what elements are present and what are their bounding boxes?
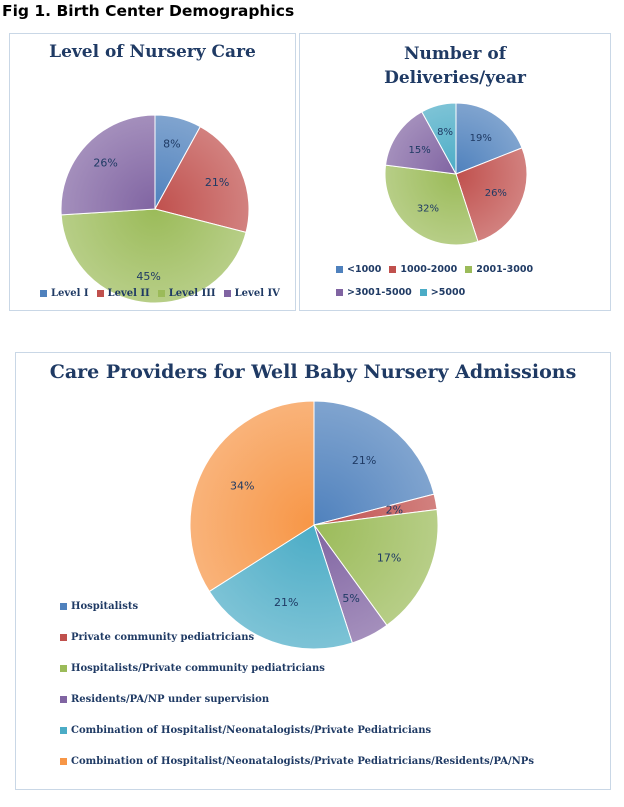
legend-label: Private community pediatricians bbox=[71, 632, 255, 643]
nursery-care-legend: Level I Level II Level III Level IV bbox=[40, 288, 288, 299]
pie-slice bbox=[384, 164, 479, 246]
legend-swatch bbox=[465, 266, 473, 273]
legend-item: Level I bbox=[40, 288, 89, 299]
legend-swatch bbox=[157, 290, 165, 297]
legend-swatch bbox=[60, 696, 67, 703]
data-label: 17% bbox=[377, 551, 401, 564]
legend-item: Level II bbox=[96, 288, 150, 299]
legend-item: Combination of Hospitalist/Neonatalogist… bbox=[60, 725, 431, 736]
legend-item: Combination of Hospitalist/Neonatalogist… bbox=[60, 756, 534, 767]
legend-item: Level III bbox=[157, 288, 216, 299]
legend-label: 2001-3000 bbox=[476, 264, 534, 275]
legend-item: Private community pediatricians bbox=[60, 632, 254, 643]
data-label: 21% bbox=[274, 596, 298, 609]
legend-swatch bbox=[419, 289, 427, 296]
legend-swatch bbox=[96, 290, 104, 297]
legend-label: Level III bbox=[168, 288, 216, 299]
pie-slice bbox=[455, 102, 523, 175]
legend-swatch bbox=[60, 634, 67, 641]
data-label: 45% bbox=[136, 270, 160, 283]
data-label: 21% bbox=[352, 454, 376, 467]
legend-label: Residents/PA/NP under supervision bbox=[71, 694, 270, 705]
legend-swatch bbox=[60, 603, 67, 610]
legend-swatch bbox=[336, 289, 343, 296]
care-providers-legend: Hospitalists Private community pediatrici… bbox=[60, 601, 542, 767]
chart-title: Level of Nursery Care bbox=[49, 42, 256, 62]
legend-label: Level IV bbox=[234, 288, 280, 299]
legend-item: Hospitalists bbox=[60, 601, 138, 612]
pie-slice bbox=[60, 114, 156, 216]
data-label: 8% bbox=[163, 137, 180, 150]
data-label: 34% bbox=[230, 479, 254, 492]
legend-swatch bbox=[60, 727, 67, 734]
data-label: 15% bbox=[408, 145, 430, 156]
data-label: 32% bbox=[417, 203, 439, 214]
pie-slice bbox=[385, 111, 457, 175]
care-providers-chart: Care Providers for Well Baby Nursery Adm… bbox=[15, 352, 611, 790]
legend-label: >5000 bbox=[430, 287, 466, 298]
legend-item: Level IV bbox=[223, 288, 280, 299]
data-label: 8% bbox=[437, 127, 453, 138]
data-label: 2% bbox=[386, 504, 403, 517]
deliveries-legend: <1000 1000-2000 2001-3000 >3001-5000 >5000 bbox=[336, 264, 586, 298]
legend-item: Residents/PA/NP under supervision bbox=[60, 694, 269, 705]
nursery-care-chart: Level of Nursery Care 8% 21% 45% 26% Level … bbox=[9, 33, 296, 311]
legend-label: >3001-5000 bbox=[347, 287, 412, 298]
deliveries-chart: Number of Deliveries/year 19% 26% 32% 15% 8%… bbox=[299, 33, 611, 311]
legend-label: 1000-2000 bbox=[400, 264, 458, 275]
pie-slice bbox=[208, 524, 353, 650]
legend-label: Level I bbox=[51, 288, 89, 299]
legend-swatch bbox=[389, 266, 397, 273]
data-label: 5% bbox=[342, 592, 359, 605]
figure-title: Fig 1. Birth Center Demographics bbox=[2, 2, 295, 20]
chart-title: Number of Deliveries/year bbox=[384, 44, 526, 88]
pie-slice bbox=[313, 400, 435, 526]
legend-swatch bbox=[60, 758, 67, 765]
pie-slice bbox=[421, 102, 457, 175]
data-label: 26% bbox=[93, 157, 117, 170]
pie-slice bbox=[154, 125, 250, 233]
pie-slice bbox=[313, 508, 439, 627]
legend-swatch bbox=[336, 266, 343, 273]
legend-item: 2001-3000 bbox=[465, 264, 533, 275]
data-label: 19% bbox=[470, 133, 492, 144]
legend-swatch bbox=[60, 665, 67, 672]
data-label: 26% bbox=[485, 188, 507, 199]
legend-item: >5000 bbox=[419, 287, 466, 298]
legend-swatch bbox=[40, 290, 47, 297]
legend-label: <1000 bbox=[347, 264, 382, 275]
pie-slice bbox=[455, 147, 528, 243]
pie-slice bbox=[60, 208, 247, 304]
legend-item: 1000-2000 bbox=[389, 264, 457, 275]
nursery-care-pie: 8% 21% 45% 26% bbox=[60, 114, 250, 304]
data-label: 21% bbox=[205, 176, 229, 189]
legend-label: Level II bbox=[107, 288, 150, 299]
deliveries-pie: 19% 26% 32% 15% 8% bbox=[384, 102, 528, 246]
care-providers-pie: 21% 2% 17% 5% 21% 34% bbox=[189, 400, 439, 650]
chart-title: Care Providers for Well Baby Nursery Adm… bbox=[49, 361, 577, 383]
legend-label: Combination of Hospitalist/Neonatalogist… bbox=[71, 725, 432, 736]
legend-item: >3001-5000 bbox=[336, 287, 412, 298]
pie-slice bbox=[189, 400, 315, 593]
legend-label: Combination of Hospitalist/Neonatalogist… bbox=[71, 756, 534, 767]
legend-label: Hospitalists bbox=[71, 601, 139, 612]
legend-item: <1000 bbox=[336, 264, 381, 275]
legend-swatch bbox=[223, 290, 231, 297]
legend-item: Hospitalists/Private community pediatric… bbox=[60, 663, 325, 674]
legend-label: Hospitalists/Private community pediatric… bbox=[71, 663, 325, 674]
